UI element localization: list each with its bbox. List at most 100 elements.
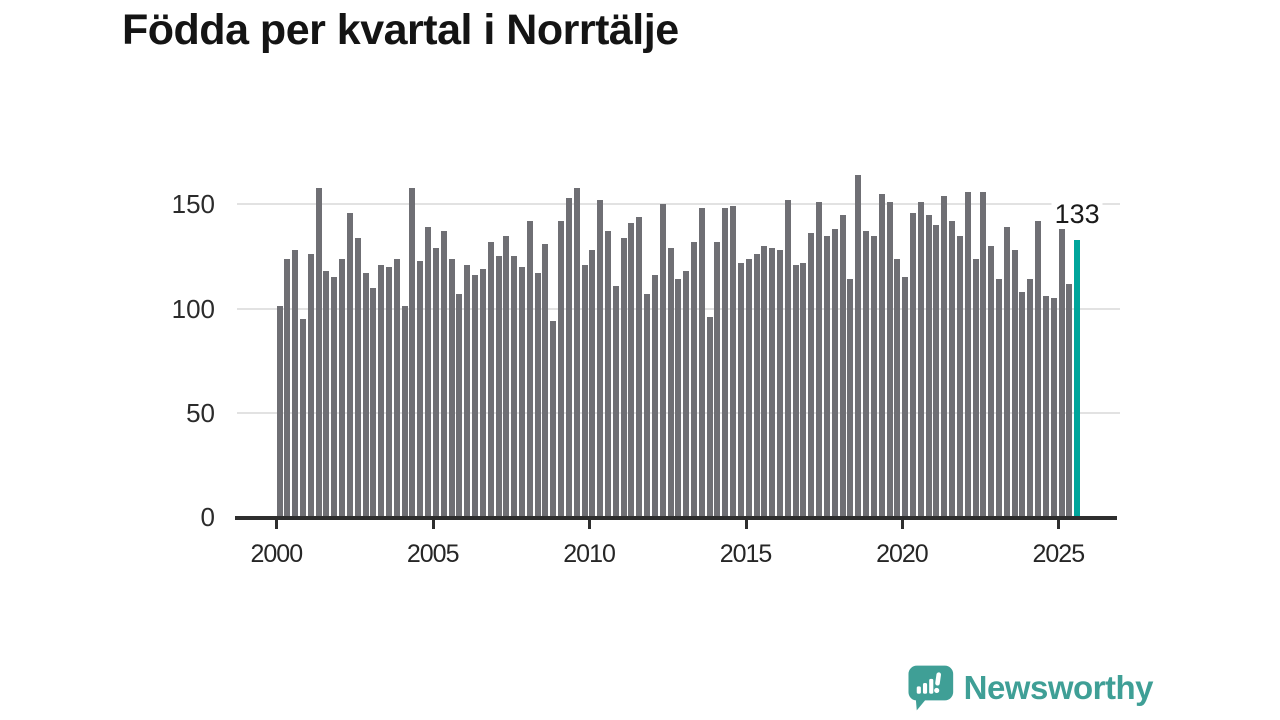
highlight-value-label: 133 (1051, 199, 1103, 228)
bar (393, 258, 400, 517)
newsworthy-bubble-chart-icon (905, 664, 955, 712)
bar (1066, 283, 1073, 517)
bar (902, 277, 909, 517)
bar (956, 235, 963, 517)
bar (612, 285, 619, 517)
bar (800, 262, 807, 517)
y-gridline (237, 203, 1120, 206)
bar (401, 306, 408, 517)
bar (346, 212, 353, 517)
bar (472, 275, 478, 517)
bar (988, 245, 995, 517)
bar (1050, 298, 1057, 517)
bar (542, 243, 549, 517)
bar (526, 220, 533, 517)
bar (972, 258, 979, 517)
bar (1035, 220, 1041, 517)
bar (995, 279, 1002, 517)
x-axis-tick (900, 520, 904, 529)
bar (925, 214, 932, 517)
bar (714, 241, 721, 517)
bar (1027, 279, 1034, 517)
bar (409, 187, 416, 517)
bar (941, 195, 948, 517)
x-axis-label: 2025 (1032, 540, 1085, 568)
y-axis-label: 150 (171, 189, 215, 220)
bar (479, 268, 486, 517)
bar (808, 233, 815, 517)
bar (331, 277, 338, 517)
bar (1058, 229, 1065, 517)
bar (745, 258, 752, 517)
x-axis-label: 2000 (250, 540, 303, 568)
bar (511, 256, 518, 517)
bar (737, 262, 744, 517)
x-axis-label: 2010 (563, 540, 616, 568)
bar (292, 250, 299, 517)
bar (933, 225, 940, 517)
bar (323, 271, 330, 517)
x-axis-line (235, 516, 1117, 520)
bar (1003, 227, 1010, 517)
bar (300, 318, 306, 517)
bar (456, 293, 463, 517)
bar (667, 248, 674, 517)
bar (386, 266, 392, 517)
bar (777, 250, 783, 517)
bar (964, 191, 971, 517)
bar (784, 200, 791, 517)
bar (440, 231, 447, 517)
bar (370, 287, 377, 517)
bar (839, 214, 846, 517)
bar (354, 237, 361, 517)
bar (878, 193, 885, 517)
x-axis-tick (588, 520, 592, 529)
bar (581, 264, 588, 517)
bar (722, 208, 729, 517)
bar (792, 264, 799, 517)
bar (769, 248, 776, 517)
bar (855, 175, 862, 517)
bar (597, 200, 604, 517)
newsworthy-logo: Newsworthy (905, 664, 1154, 712)
bar (565, 198, 572, 517)
bar (604, 231, 611, 517)
bar (315, 187, 322, 517)
bar (417, 260, 424, 517)
y-axis-label: 0 (200, 502, 215, 532)
bar (651, 275, 658, 517)
x-axis-tick (744, 520, 748, 529)
bar (706, 316, 713, 517)
bar (518, 266, 525, 517)
bar (870, 235, 877, 517)
bar (534, 273, 541, 517)
bar (917, 202, 924, 517)
bar (464, 264, 471, 517)
y-axis-label: 50 (186, 397, 215, 428)
bar (753, 254, 760, 517)
bar (675, 279, 682, 517)
bar (284, 258, 291, 517)
highlighted-bar (1074, 239, 1081, 517)
x-axis-tick (1057, 520, 1061, 529)
bar (847, 279, 854, 517)
bar (644, 293, 650, 517)
bar (698, 208, 705, 517)
bar (1019, 291, 1026, 517)
y-axis-label: 100 (171, 293, 215, 324)
bar (307, 254, 314, 517)
bar (816, 202, 823, 517)
bar (823, 235, 830, 517)
bar (1011, 250, 1018, 517)
bar (909, 212, 916, 517)
bar (448, 258, 455, 517)
x-axis-label: 2020 (876, 540, 929, 568)
x-axis-tick (275, 520, 279, 529)
bar (1042, 296, 1049, 517)
bar (487, 241, 494, 517)
bar (636, 216, 643, 517)
bar (831, 229, 838, 517)
bar (276, 306, 283, 517)
bar (589, 250, 596, 517)
